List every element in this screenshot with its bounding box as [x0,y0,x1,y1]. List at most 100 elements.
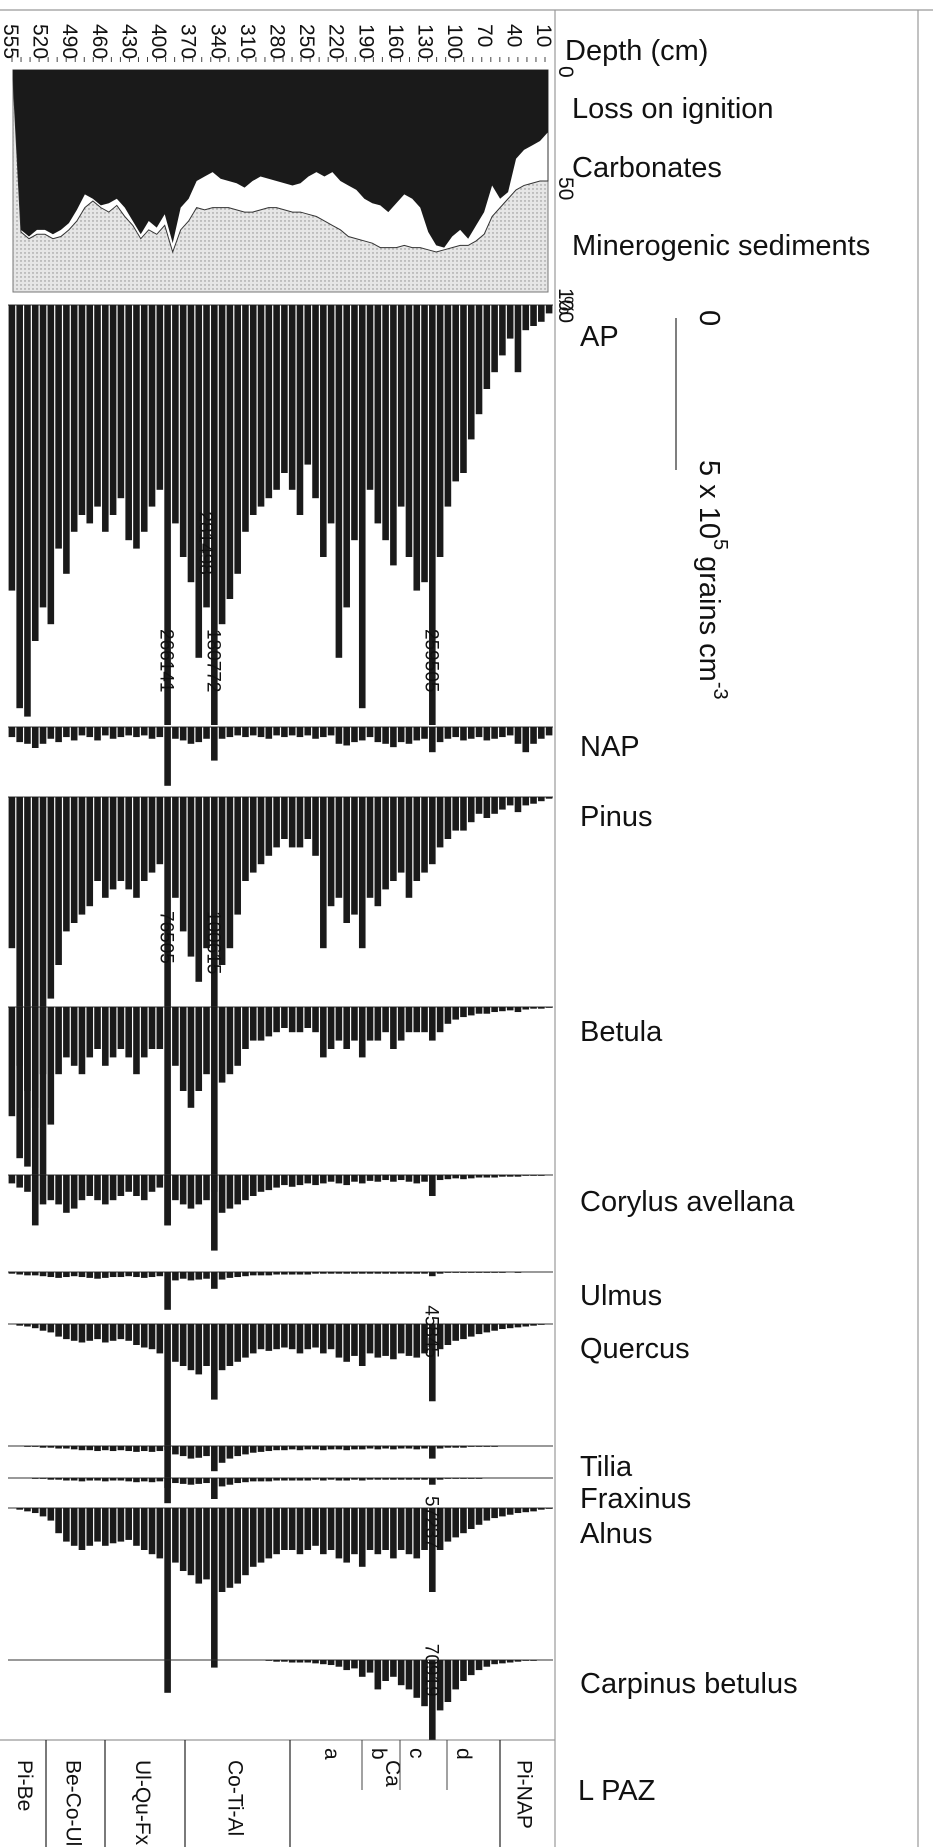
taxon-bar [296,1478,304,1481]
taxon-bar [312,1478,319,1480]
taxon-bar [288,1508,296,1550]
taxon-bar [335,1660,343,1667]
taxon-bar [374,1272,382,1274]
taxon-bar [475,727,483,738]
taxon-bar [187,1446,195,1459]
taxon-bar [483,727,491,741]
subzone-label: a [320,1748,343,1760]
taxon-bar [382,1478,389,1480]
taxon-bar [39,1007,47,1175]
taxon-bar [343,1324,350,1362]
taxon-bar [265,305,273,499]
taxon-bar [249,1175,257,1196]
taxon-bar [545,305,553,314]
taxon-bar [288,1272,296,1275]
taxon-bar [405,1175,413,1182]
taxon-bar [273,1478,280,1481]
taxon-bar [366,1508,374,1550]
taxon-label: Quercus [580,1333,690,1365]
taxon-bar [374,797,382,907]
taxon-bar [405,727,413,744]
lpaz-title: L PAZ [578,1775,655,1807]
taxon-bar [63,1508,70,1542]
taxon-bar [382,1272,389,1274]
taxon-bar [24,1508,31,1512]
taxon-bar [179,1446,187,1457]
taxon-label: Betula [580,1016,663,1048]
taxon-bar [133,1175,140,1196]
taxon-bar [499,727,506,738]
taxon-bar [148,1324,156,1350]
taxon-bar [102,1478,109,1482]
taxon-bar [133,1478,140,1483]
taxon-bar [351,1175,358,1182]
taxon-bar [218,1508,226,1592]
taxon-bar [140,1007,148,1058]
taxon-bar [156,797,164,865]
taxon-bar [397,1508,405,1550]
taxon-bar [16,727,23,743]
taxon-bar [179,1324,187,1366]
taxon-bar [70,1272,78,1277]
taxon-bar [296,305,304,515]
taxon-bar [467,1175,475,1179]
taxon-bar [109,1007,117,1058]
taxon-bar [397,727,405,743]
taxon-bar [109,305,117,515]
taxon-bar [249,1508,257,1567]
taxon-bar [78,1175,86,1201]
taxon-bar [125,1508,132,1540]
taxon-bar [148,305,156,507]
taxon-bar [63,1175,70,1213]
taxon-bar [218,1446,226,1463]
sediment-label-minerogenic: Minerogenic sediments [572,230,870,262]
taxon-bar [94,1508,101,1542]
taxon-bar [358,797,366,949]
taxon-bar [312,305,319,499]
taxon-bar [273,1446,280,1451]
taxon-bar [211,1508,218,1668]
taxon-bar [429,1478,436,1485]
taxon-bar [249,1007,257,1041]
taxon-bar [413,1272,421,1274]
taxon-bar [288,1446,296,1450]
taxon-bar [436,1446,444,1449]
taxon-bar [304,1272,312,1275]
taxon-bar [444,1508,452,1542]
taxon-bar [444,1175,452,1180]
taxon-bar [164,1478,171,1504]
taxon-bar [429,1175,436,1196]
taxon-bar [94,1324,101,1340]
taxon-bar [358,1446,366,1450]
taxon-bar [273,797,280,848]
taxon-bar [421,727,428,739]
taxon-bar [203,1175,210,1201]
taxon-bar [444,1446,452,1448]
taxon-bar [382,305,389,541]
taxon-bar [242,1175,249,1201]
taxon-bar [273,1660,280,1662]
taxon-bar [55,797,62,965]
taxon-bar [164,727,171,786]
taxon-bar [133,727,140,738]
taxon-bar [102,1446,109,1451]
taxon-bar [31,1324,39,1329]
taxon-bar [304,1508,312,1550]
taxon-bar [273,1324,280,1350]
taxon-bar [140,1175,148,1201]
taxon-bar [452,1175,459,1179]
taxon-bar [335,1508,343,1559]
zone-label: Be-Co-Ul [62,1760,85,1846]
taxon-bar [491,1660,498,1665]
taxon-bar [413,1007,421,1033]
taxon-bar [421,1324,428,1354]
taxon-bar [148,1175,156,1192]
taxon-bar [265,1508,273,1559]
scale-max-label: 5 x 105grains cm-3 [693,460,731,700]
taxon-bar [320,1175,327,1184]
taxon-bar [522,1508,530,1513]
taxon-bar [475,1175,483,1178]
taxon-bar [47,797,55,999]
taxon-bar [327,1660,335,1666]
taxon-bar [467,1446,475,1447]
